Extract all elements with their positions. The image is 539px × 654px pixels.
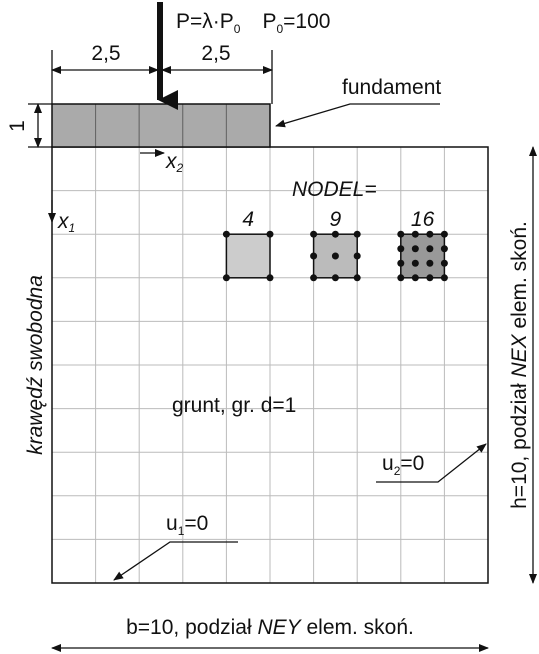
free-edge-label: krawędź swobodna xyxy=(24,275,47,455)
node xyxy=(310,274,318,282)
dim-label: 1 xyxy=(6,120,29,132)
node xyxy=(266,230,274,238)
node xyxy=(397,245,405,253)
element-label: 9 xyxy=(330,208,342,231)
element-label: 16 xyxy=(411,208,435,231)
node xyxy=(222,230,230,238)
node xyxy=(440,230,448,238)
width-label: b=10, podział NEY elem. skoń. xyxy=(126,616,414,639)
axis-label: x2 xyxy=(165,150,184,175)
foundation-cell xyxy=(138,103,184,148)
elements-title: NODEL= xyxy=(292,178,377,201)
height-label: h=10, podział NEX elem. skoń. xyxy=(508,221,531,509)
element-label: 4 xyxy=(242,208,254,231)
leader xyxy=(113,541,238,581)
node xyxy=(353,252,361,260)
node xyxy=(411,245,419,253)
node xyxy=(397,274,405,282)
node xyxy=(331,274,339,282)
leader xyxy=(275,103,440,128)
node xyxy=(411,274,419,282)
load-label: P=λ·P0 P0=100 xyxy=(176,10,330,36)
dim-label: 2,5 xyxy=(91,42,120,65)
axis-label: x1 xyxy=(57,210,75,235)
node xyxy=(331,252,339,260)
node xyxy=(397,230,405,238)
node xyxy=(222,274,230,282)
foundation-cell xyxy=(225,103,271,148)
dim-label: 2,5 xyxy=(201,42,230,65)
node xyxy=(426,259,434,267)
node xyxy=(426,245,434,253)
node xyxy=(440,274,448,282)
soil-label: grunt, gr. d=1 xyxy=(172,394,296,417)
foundation-block xyxy=(51,103,271,148)
foundation-cell xyxy=(51,103,97,148)
node xyxy=(266,274,274,282)
leader xyxy=(376,443,487,483)
foundation-cell xyxy=(95,103,140,148)
node xyxy=(411,259,419,267)
foundation-cell xyxy=(182,103,227,148)
foundation-label: fundament xyxy=(342,76,441,99)
node xyxy=(331,230,339,238)
node xyxy=(353,274,361,282)
element xyxy=(400,233,446,279)
boundary-label: u2=0 xyxy=(382,452,424,478)
mesh xyxy=(52,147,488,583)
boundary-label: u1=0 xyxy=(166,512,208,538)
node xyxy=(440,245,448,253)
node xyxy=(440,259,448,267)
node xyxy=(353,230,361,238)
node xyxy=(411,230,419,238)
element xyxy=(225,233,271,279)
node xyxy=(426,230,434,238)
element-types: 4 9 16 xyxy=(222,208,448,282)
node xyxy=(397,259,405,267)
node xyxy=(426,274,434,282)
node xyxy=(310,230,318,238)
node xyxy=(310,252,318,260)
